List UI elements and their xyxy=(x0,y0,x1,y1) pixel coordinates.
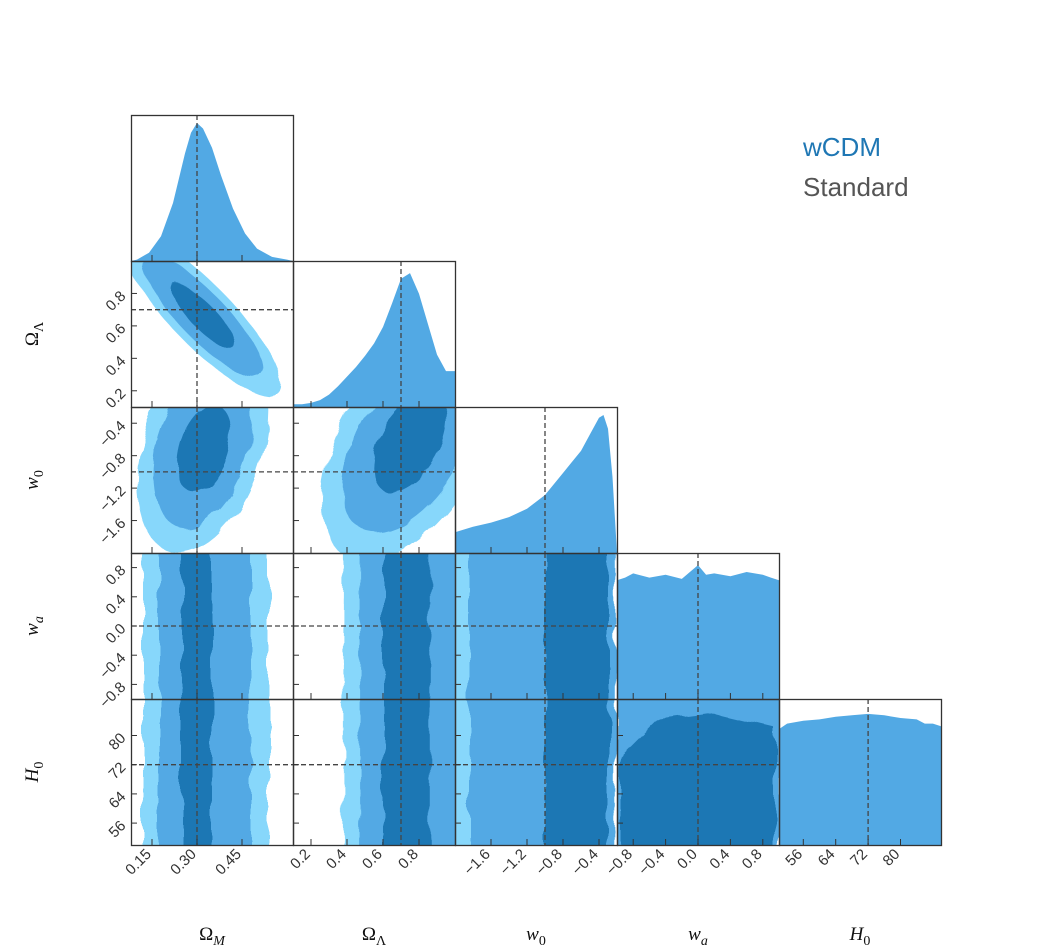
yaxis-label-ol: ΩΛ xyxy=(22,321,47,346)
xaxis-label-om: ΩM xyxy=(199,924,226,949)
marginal-w0 xyxy=(455,415,617,553)
xtick-label-om: 0.30 xyxy=(167,846,200,879)
ytick-label-ol: 0.6 xyxy=(103,320,130,347)
xaxis-label-h0: H0 xyxy=(849,924,871,949)
yaxis-label-w0: w0 xyxy=(22,470,47,490)
ytick-label-ol: 0.8 xyxy=(103,288,130,315)
ytick-label-wa: −0.8 xyxy=(96,679,129,712)
xtick-label-om: 0.15 xyxy=(122,846,155,879)
xaxis-label-w0: w0 xyxy=(526,924,546,949)
yaxis-label-h0: H0 xyxy=(22,762,47,784)
xaxis-label-wa: wa xyxy=(688,924,708,949)
xtick-label-wa: 0.4 xyxy=(706,846,733,873)
ytick-label-wa: −0.4 xyxy=(96,650,129,683)
xtick-label-wa: 0.8 xyxy=(739,846,766,873)
xtick-label-wa: −0.8 xyxy=(603,846,636,879)
xtick-label-w0: −1.6 xyxy=(461,846,494,879)
ytick-label-h0: 72 xyxy=(106,759,130,783)
xtick-label-wa: −0.4 xyxy=(635,846,668,879)
xtick-label-ol: 0.6 xyxy=(359,846,386,873)
marginal-h0 xyxy=(779,714,941,845)
ytick-label-h0: 64 xyxy=(106,788,130,812)
xtick-label-w0: −1.2 xyxy=(497,846,530,879)
ytick-label-w0: −1.6 xyxy=(96,515,129,548)
xtick-label-wa: 0.0 xyxy=(674,846,701,873)
ytick-label-wa: 0.4 xyxy=(103,591,130,618)
ytick-label-w0: −0.8 xyxy=(96,450,129,483)
xtick-label-h0: 56 xyxy=(782,846,806,870)
legend-entry-wcdm: wCDM xyxy=(803,132,881,163)
xtick-label-om: 0.45 xyxy=(212,846,245,879)
xtick-label-h0: 64 xyxy=(815,846,839,870)
marginal-om xyxy=(131,123,293,261)
xtick-label-h0: 72 xyxy=(847,846,871,870)
xtick-label-h0: 80 xyxy=(880,846,904,870)
xtick-label-w0: −0.8 xyxy=(533,846,566,879)
marginal-ol xyxy=(293,273,455,407)
ytick-label-w0: −1.2 xyxy=(96,482,129,515)
ytick-label-ol: 0.2 xyxy=(103,385,130,412)
ytick-label-ol: 0.4 xyxy=(103,353,130,380)
ytick-label-w0: −0.4 xyxy=(96,418,129,451)
yaxis-label-wa: wa xyxy=(22,616,47,636)
xtick-label-ol: 0.4 xyxy=(323,846,350,873)
xtick-label-ol: 0.8 xyxy=(395,846,422,873)
ytick-label-wa: 0.8 xyxy=(103,562,130,589)
contour-ol-h0-level3 xyxy=(383,693,430,851)
legend-entry-standard: Standard xyxy=(803,172,909,203)
ytick-label-wa: 0.0 xyxy=(103,620,130,647)
xtick-label-ol: 0.2 xyxy=(287,846,314,873)
ytick-label-h0: 80 xyxy=(106,730,130,754)
contour-w0-h0-level3 xyxy=(545,693,608,851)
xtick-label-w0: −0.4 xyxy=(569,846,602,879)
xaxis-label-ol: ΩΛ xyxy=(362,924,387,949)
ytick-label-h0: 56 xyxy=(106,817,130,841)
